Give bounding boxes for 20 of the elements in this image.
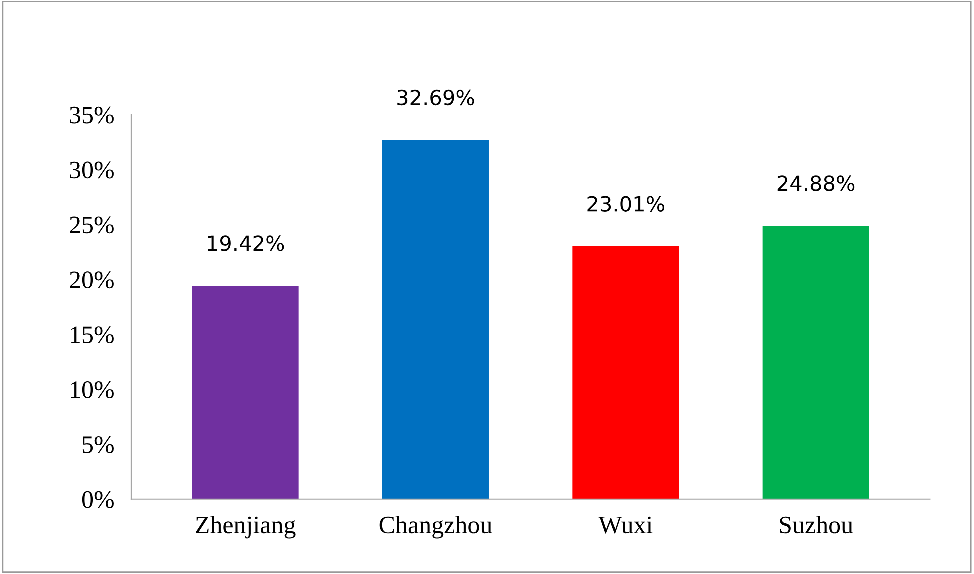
y-tick-label: 30% [70,162,114,179]
y-tick-label: 5% [82,436,114,454]
bar [762,226,870,500]
y-tick-label: 10% [71,382,114,398]
bar [382,140,489,500]
x-tick-label: Wuxi [598,516,653,534]
data-label: 19.42% [208,236,284,252]
y-tick-label: 0% [82,491,114,508]
x-tick-label: Changzhou [380,516,492,539]
x-tick-label: Suzhou [780,516,854,534]
data-label: 32.69% [398,90,474,106]
y-tick-label: 20% [70,272,114,289]
y-tick-label: 25% [70,216,114,234]
data-label: 23.01% [588,196,664,212]
bar [192,286,299,500]
data-label: 24.88% [778,176,855,192]
y-tick-label: 35% [70,106,114,124]
bar [572,246,680,500]
y-tick-label: 15% [71,326,114,344]
x-tick-label: Zhenjiang [196,516,296,539]
